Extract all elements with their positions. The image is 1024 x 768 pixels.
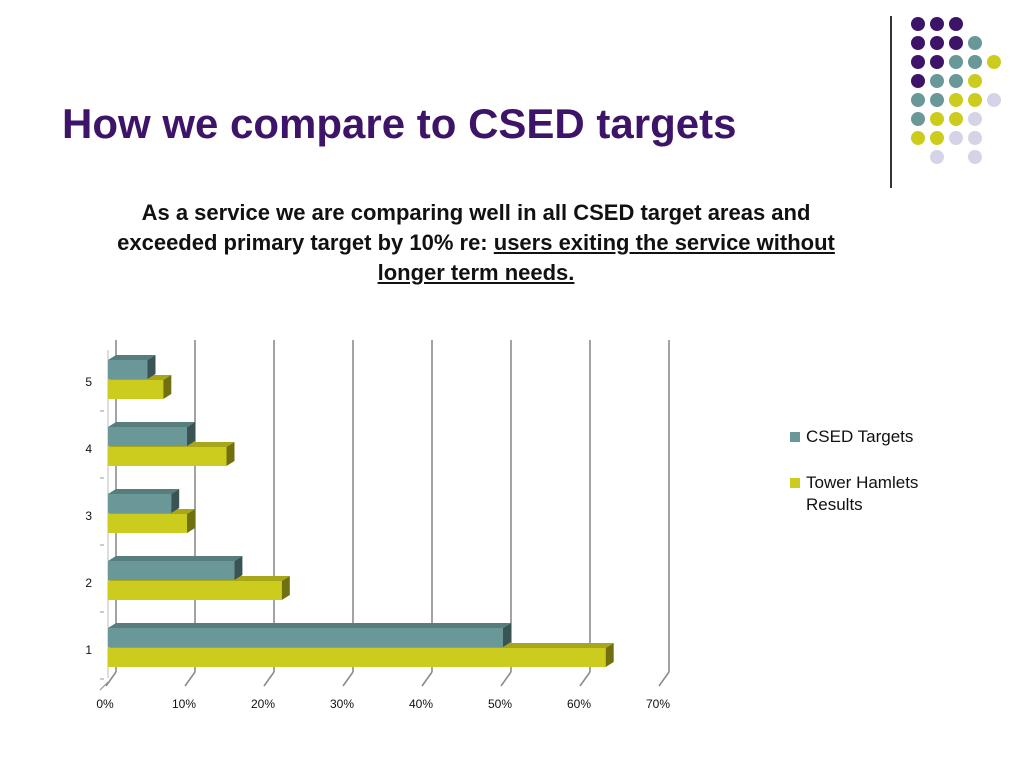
slide-subtitle: As a service we are comparing well in al…: [96, 198, 856, 288]
decor-dot: [987, 55, 1001, 69]
decor-dot: [911, 112, 925, 126]
gridline-floor: [105, 671, 117, 687]
gridline-floor: [342, 671, 354, 687]
gridline-floor: [500, 671, 512, 687]
decor-dot: [949, 112, 963, 126]
decorative-dot-grid: [911, 17, 1001, 164]
decor-dot: [930, 36, 944, 50]
legend-item-csed-targets: CSED Targets: [790, 426, 976, 448]
decor-dot: [911, 17, 925, 31]
y-tick-label: 1: [85, 643, 92, 657]
decor-dot: [911, 55, 925, 69]
bar-csed-targets-top: [108, 489, 180, 494]
bar-csed-targets-front: [108, 360, 148, 379]
legend-swatch-tower-hamlets-results: [790, 478, 800, 488]
x-tick-label: 50%: [488, 697, 512, 711]
bar-csed-targets-side: [171, 489, 180, 513]
x-tick-label: 10%: [172, 697, 196, 711]
bar-csed-targets-top: [108, 355, 156, 360]
bar-chart: 0% 10% 20% 30% 40% 50% 60% 70% 1 2 3 4 5: [85, 340, 670, 711]
decor-dot: [930, 17, 944, 31]
decor-dot: [930, 112, 944, 126]
bar-csed-targets-top: [108, 623, 511, 628]
legend-label-tower-hamlets-results: Tower Hamlets Results: [806, 473, 919, 514]
gridline-floor: [184, 671, 196, 687]
decor-dot: [949, 17, 963, 31]
x-tick-label: 60%: [567, 697, 591, 711]
decorative-divider: [890, 16, 892, 188]
legend-label-csed-targets: CSED Targets: [806, 427, 914, 446]
legend-item-tower-hamlets-results: Tower Hamlets Results: [790, 472, 976, 516]
y-tick-label: 4: [85, 442, 92, 456]
decor-dot: [949, 93, 963, 107]
bar-tower-hamlets-results-side: [226, 442, 235, 466]
bar-csed-targets-side: [503, 623, 511, 647]
x-tick-label: 20%: [251, 697, 275, 711]
bar-csed-targets-front: [108, 427, 187, 446]
bar-tower-hamlets-results-front: [108, 581, 282, 600]
subtitle-emphasis: users exiting the service without longer…: [377, 230, 835, 285]
decor-dot: [911, 93, 925, 107]
decor-dot: [968, 150, 982, 164]
gridline-floor: [263, 671, 275, 687]
decor-dot: [968, 36, 982, 50]
decor-dot: [911, 36, 925, 50]
decor-dot: [968, 55, 982, 69]
bar-csed-targets-front: [108, 494, 172, 513]
bar-tower-hamlets-results-side: [163, 375, 172, 399]
bar-csed-targets-front: [108, 628, 503, 647]
bar-csed-targets-side: [147, 355, 156, 379]
decor-dot: [949, 55, 963, 69]
axis-floor-edge: [99, 681, 109, 691]
bar-csed-targets-top: [108, 422, 195, 427]
bar-tower-hamlets-results-front: [108, 648, 606, 667]
bar-tower-hamlets-results-side: [187, 509, 195, 533]
bar-tower-hamlets-results-front: [108, 447, 227, 466]
decor-dot: [987, 93, 1001, 107]
decor-dot: [930, 74, 944, 88]
slide-title: How we compare to CSED targets: [62, 100, 737, 147]
legend-swatch-csed-targets: [790, 432, 800, 442]
decor-dot: [911, 74, 925, 88]
y-tick-label: 2: [85, 576, 92, 590]
bar-csed-targets-side: [234, 556, 243, 580]
x-tick-label: 0%: [96, 697, 114, 711]
y-tick-label: 3: [85, 509, 92, 523]
decor-dot: [949, 74, 963, 88]
decor-dot: [930, 93, 944, 107]
decor-dot: [930, 150, 944, 164]
decor-dot: [968, 93, 982, 107]
bar-tower-hamlets-results-front: [108, 514, 187, 533]
decor-dot: [949, 131, 963, 145]
bar-csed-targets-side: [187, 422, 195, 446]
bar-csed-targets-top: [108, 556, 243, 561]
subtitle-text: As a service we are comparing well in al…: [117, 200, 811, 255]
gridline-floor: [421, 671, 433, 687]
chart-legend: CSED Targets Tower Hamlets Results: [790, 426, 976, 516]
decor-dot: [930, 55, 944, 69]
x-tick-label: 30%: [330, 697, 354, 711]
gridline-floor: [579, 671, 591, 687]
decor-dot: [930, 131, 944, 145]
x-tick-label: 70%: [646, 697, 670, 711]
x-tick-label: 40%: [409, 697, 433, 711]
bar-tower-hamlets-results-front: [108, 380, 164, 399]
bar-tower-hamlets-results-side: [605, 643, 614, 667]
decor-dot: [968, 74, 982, 88]
decor-dot: [949, 36, 963, 50]
bar-csed-targets-front: [108, 561, 235, 580]
decor-dot: [968, 112, 982, 126]
y-tick-label: 5: [85, 375, 92, 389]
bar-tower-hamlets-results-side: [281, 576, 290, 600]
gridline-floor: [658, 671, 670, 687]
decor-dot: [911, 131, 925, 145]
decor-dot: [968, 131, 982, 145]
